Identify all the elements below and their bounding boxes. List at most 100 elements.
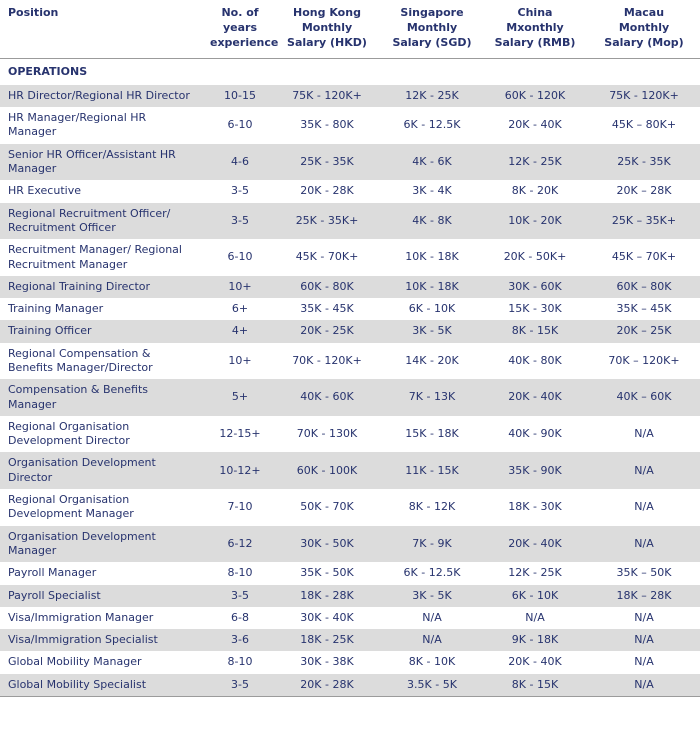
singapore-salary-cell: 10K - 18K (405, 279, 459, 293)
table-row: Regional Recruitment Officer/ Recruitmen… (0, 202, 700, 240)
macau-salary-cell: N/A (634, 633, 654, 647)
years-experience-cell: 10+ (228, 353, 252, 367)
years-experience-cell: 3-5 (231, 677, 249, 691)
hongkong-salary-cell: 35K - 80K (300, 118, 354, 132)
china-salary-cell: 40K - 90K (508, 427, 562, 441)
macau-salary-cell: 40K – 60K (616, 390, 672, 404)
col-header-years-experience: No. of years experience (208, 0, 278, 59)
china-salary-cell: 20K - 40K (508, 390, 562, 404)
macau-salary-cell: N/A (634, 427, 654, 441)
hongkong-salary-cell: 18K - 25K (300, 633, 354, 647)
china-salary-cell: 12K - 25K (508, 566, 562, 580)
position-cell: HR Manager/Regional HR Manager (8, 111, 147, 139)
years-experience-cell: 3-6 (231, 633, 249, 647)
position-cell: Training Manager (8, 302, 104, 316)
macau-salary-cell: 35K – 50K (616, 566, 672, 580)
macau-salary-cell: 45K – 80K+ (611, 118, 677, 132)
singapore-salary-cell: 14K - 20K (405, 353, 459, 367)
china-salary-cell: 9K - 18K (511, 633, 559, 647)
singapore-salary-cell: 7K - 13K (408, 390, 456, 404)
singapore-salary-cell: 6K - 12.5K (403, 118, 461, 132)
macau-salary-cell: 20K – 25K (616, 324, 672, 338)
years-experience-cell: 10-12+ (219, 463, 261, 477)
table-row: Global Mobility Specialist 3-5 20K - 28K 3.… (0, 673, 700, 697)
position-cell: HR Executive (8, 184, 81, 198)
china-salary-cell: 15K - 30K (508, 302, 562, 316)
hongkong-salary-cell: 40K - 60K (300, 390, 354, 404)
position-cell: Compensation & Benefits Manager (8, 383, 148, 411)
singapore-salary-cell: 10K - 18K (405, 250, 459, 264)
china-salary-cell: 8K - 20K (511, 184, 559, 198)
table-row: Recruitment Manager/ Regional Recruitmen… (0, 239, 700, 276)
position-cell: HR Director/Regional HR Director (8, 88, 190, 102)
singapore-salary-cell: 3K - 4K (412, 184, 452, 198)
macau-salary-cell: N/A (634, 655, 654, 669)
singapore-salary-cell: N/A (422, 633, 442, 647)
years-experience-cell: 4+ (231, 324, 249, 338)
china-salary-cell: 18K - 30K (508, 500, 562, 514)
macau-salary-cell: 60K – 80K (616, 279, 672, 293)
position-cell: Organisation Development Manager (8, 529, 156, 557)
singapore-salary-cell: 3K - 5K (412, 588, 452, 602)
china-salary-cell: 40K - 80K (508, 353, 562, 367)
years-experience-cell: 8-10 (227, 566, 253, 580)
singapore-salary-cell: 3K - 5K (412, 324, 452, 338)
table-row: Payroll Manager 8-10 35K - 50K 6K - 12.5K 12… (0, 562, 700, 584)
table-row: HR Manager/Regional HR Manager 6-10 35K - … (0, 107, 700, 144)
years-experience-cell: 6-12 (227, 536, 253, 550)
position-cell: Senior HR Officer/Assistant HR Manager (8, 147, 176, 176)
position-cell: Payroll Specialist (8, 588, 101, 602)
position-cell: Global Mobility Manager (8, 655, 142, 669)
table-row: Regional Compensation & Benefits Manager… (0, 343, 700, 380)
china-salary-cell: 6K - 10K (511, 588, 559, 602)
singapore-salary-cell: 12K - 25K (405, 88, 459, 102)
table-row: HR Director/Regional HR Director 10-15 75K… (0, 84, 700, 108)
years-experience-cell: 12-15+ (219, 427, 261, 441)
hongkong-salary-cell: 50K - 70K (300, 500, 354, 514)
singapore-salary-cell: 8K - 10K (408, 655, 456, 669)
macau-salary-cell: N/A (634, 677, 654, 691)
position-cell: Visa/Immigration Specialist (8, 633, 158, 647)
macau-salary-cell: 45K – 70K+ (611, 250, 677, 264)
position-cell: Organisation Development Director (8, 456, 156, 484)
col-header-hongkong-salary: Hong Kong Monthly Salary (HKD) (272, 0, 382, 59)
hongkong-salary-cell: 70K - 120K+ (292, 353, 362, 367)
singapore-salary-cell: 6K - 12.5K (403, 566, 461, 580)
table-header: Position No. of years experience Hong Ko… (0, 0, 700, 59)
position-cell: Payroll Manager (8, 566, 97, 580)
table-row: Training Officer 4+ 20K - 25K 3K - 5K 8K - 1… (0, 320, 700, 343)
years-experience-cell: 8-10 (227, 655, 253, 669)
years-experience-cell: 3-5 (231, 184, 249, 198)
singapore-salary-cell: 3.5K - 5K (407, 677, 457, 691)
hongkong-salary-cell: 30K - 40K (300, 610, 354, 624)
singapore-salary-cell: 7K - 9K (412, 536, 452, 550)
china-salary-cell: 20K - 40K (508, 536, 562, 550)
table-row: Training Manager 6+ 35K - 45K 6K - 10K 15K -… (0, 298, 700, 320)
years-experience-cell: 3-5 (231, 213, 249, 227)
china-salary-cell: 8K - 15K (511, 677, 559, 691)
china-salary-cell: 20K - 50K+ (503, 250, 567, 264)
china-salary-cell: 10K - 20K (508, 213, 562, 227)
years-experience-cell: 6-8 (231, 610, 249, 624)
years-experience-cell: 10-15 (224, 88, 256, 102)
table-body: OPERATIONS HR Director/Regional HR Direc… (0, 58, 700, 697)
table-row: Payroll Specialist 3-5 18K - 28K 3K - 5K 6K … (0, 584, 700, 607)
china-salary-cell: 20K - 40K (508, 118, 562, 132)
hongkong-salary-cell: 20K - 25K (300, 324, 354, 338)
position-cell: Regional Organisation Development Direct… (8, 419, 130, 448)
hongkong-salary-cell: 30K - 38K (300, 655, 354, 669)
hongkong-salary-cell: 70K - 130K (296, 427, 358, 441)
macau-salary-cell: 25K – 35K+ (611, 213, 677, 227)
hongkong-salary-cell: 35K - 45K (300, 302, 354, 316)
col-header-china-salary: China Mxonthly Salary (RMB) (482, 0, 588, 59)
singapore-salary-cell: 15K - 18K (405, 427, 459, 441)
china-salary-cell: 20K - 40K (508, 655, 562, 669)
macau-salary-cell: 18K – 28K (616, 588, 672, 602)
singapore-salary-cell: 4K - 8K (412, 213, 452, 227)
salary-table: Position No. of years experience Hong Ko… (0, 0, 700, 698)
singapore-salary-cell: N/A (422, 610, 442, 624)
macau-salary-cell: 75K - 120K+ (609, 88, 679, 102)
singapore-salary-cell: 6K - 10K (408, 302, 456, 316)
hongkong-salary-cell: 20K - 28K (300, 184, 354, 198)
